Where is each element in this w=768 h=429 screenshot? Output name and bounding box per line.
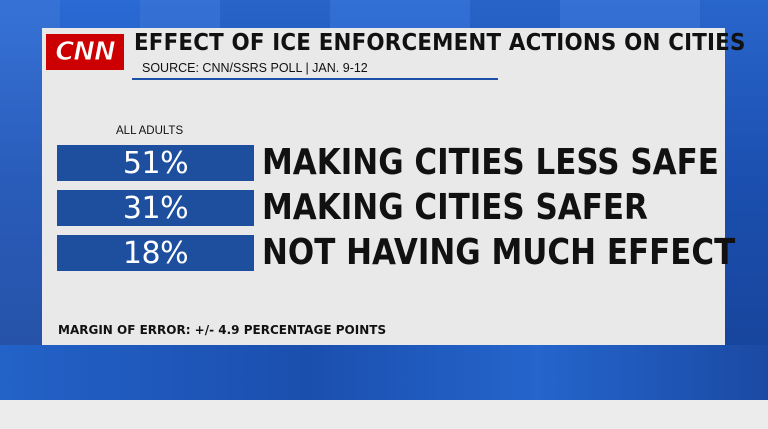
bar-1: 51% <box>57 145 254 181</box>
bar-value-label: 18% <box>122 235 189 271</box>
category-label: MAKING CITIES LESS SAFE <box>262 142 719 183</box>
source-line: SOURCE: CNN/SSRS POLL | JAN. 9-12 <box>142 61 368 75</box>
series-header: ALL ADULTS <box>116 125 184 137</box>
chart-title: EFFECT OF ICE ENFORCEMENT ACTIONS ON CIT… <box>134 30 746 56</box>
category-label: NOT HAVING MUCH EFFECT <box>262 232 736 273</box>
bar-value-label: 51% <box>122 145 189 181</box>
graphic-panel <box>42 28 725 345</box>
bottom-strip <box>0 400 768 429</box>
margin-of-error-note: MARGIN OF ERROR: +/- 4.9 PERCENTAGE POIN… <box>58 323 387 337</box>
category-label: MAKING CITIES SAFER <box>262 187 648 228</box>
bar-3: 18% <box>57 235 254 271</box>
logo-text: CNN <box>55 37 117 68</box>
bar-2: 31% <box>57 190 254 226</box>
cnn-logo: CNN <box>46 34 124 70</box>
bar-value-label: 31% <box>122 190 189 226</box>
header-rule <box>132 78 498 80</box>
background-lower-band <box>0 345 768 400</box>
